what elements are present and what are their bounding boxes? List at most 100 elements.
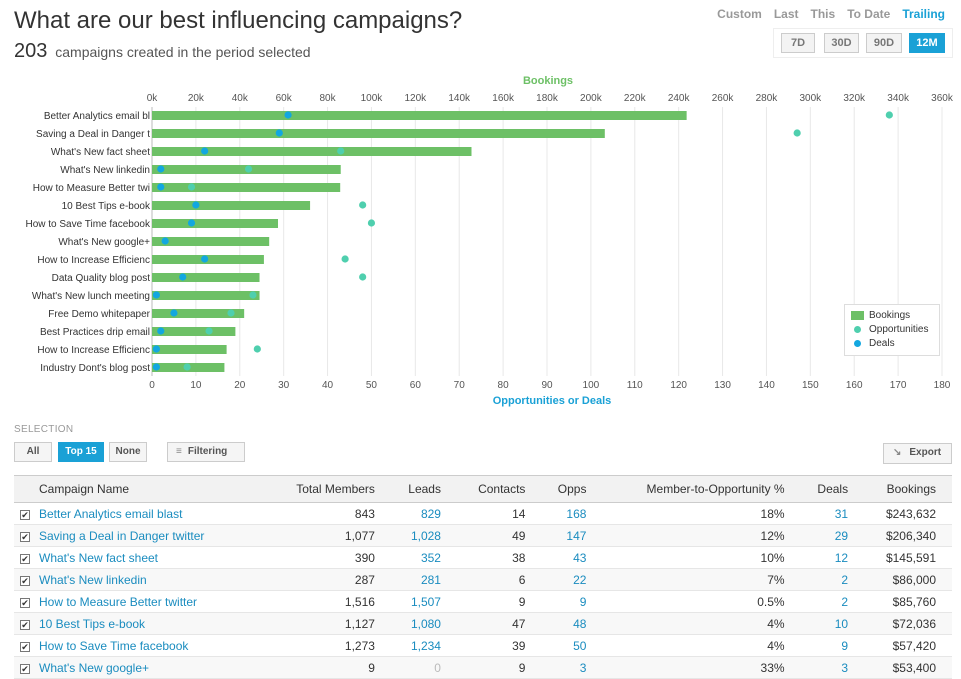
top-axis-tick-label: 60k [276, 93, 293, 104]
table-cell[interactable]: 1,507 [390, 590, 457, 613]
top-axis-tick-label: 180k [536, 93, 559, 104]
bottom-axis-tick-label: 10 [190, 380, 202, 391]
column-header-leads[interactable]: Leads [390, 475, 457, 503]
category-label: Saving a Deal in Danger t [36, 129, 150, 140]
table-cell[interactable]: 22 [541, 568, 603, 591]
row-checkbox[interactable]: ✔ [20, 553, 30, 564]
table-cell[interactable]: 0 [390, 656, 457, 679]
range-90d-button[interactable]: 90D [866, 33, 902, 53]
table-cell[interactable]: 168 [541, 502, 603, 525]
category-label: Data Quality blog post [52, 273, 151, 284]
row-checkbox[interactable]: ✔ [20, 663, 30, 674]
row-checkbox[interactable]: ✔ [20, 597, 30, 608]
legend-item-deals[interactable]: Deals [851, 336, 933, 350]
table-cell[interactable]: 3 [800, 656, 865, 679]
period-tab-this[interactable]: This [810, 7, 836, 21]
table-cell[interactable]: 43 [541, 546, 603, 569]
column-header-total-members[interactable]: Total Members [267, 475, 391, 503]
table-cell[interactable]: 829 [390, 502, 457, 525]
campaign-name-link[interactable]: Better Analytics email blast [36, 502, 268, 525]
bookings-bar [152, 291, 260, 300]
select-none-button[interactable]: None [109, 442, 147, 462]
row-checkbox[interactable]: ✔ [20, 641, 30, 652]
filter-icon: ≡ [176, 446, 182, 457]
range-7d-button[interactable]: 7D [781, 33, 815, 53]
top-axis-tick-label: 260k [712, 93, 735, 104]
top-axis-tick-label: 20k [188, 93, 205, 104]
opportunities-dot [183, 363, 191, 371]
opportunities-dot [244, 165, 253, 173]
top-axis-tick-label: 100k [361, 93, 384, 104]
campaign-name-link[interactable]: How to Save Time facebook [36, 634, 268, 657]
table-cell[interactable]: 2 [800, 590, 865, 613]
table-cell[interactable]: 9 [541, 590, 603, 613]
column-header-bookings[interactable]: Bookings [864, 475, 952, 503]
campaign-name-link[interactable]: Saving a Deal in Danger twitter [36, 524, 268, 547]
table-cell: 1,077 [267, 524, 391, 547]
table-cell[interactable]: 281 [390, 568, 457, 591]
export-label: Export [909, 447, 942, 458]
table-cell[interactable]: 50 [541, 634, 603, 657]
filtering-label: Filtering [187, 446, 228, 457]
table-cell[interactable]: 1,028 [390, 524, 457, 547]
bookings-bar [152, 273, 260, 282]
table-cell: 9 [456, 590, 542, 613]
table-cell: $57,420 [864, 634, 952, 657]
campaign-name-link[interactable]: What's New fact sheet [36, 546, 268, 569]
bottom-axis-tick-label: 140 [758, 380, 775, 391]
table-cell[interactable]: 2 [800, 568, 865, 591]
deals-dot [284, 111, 292, 119]
table-cell[interactable]: 10 [800, 612, 865, 635]
column-header-campaign-name[interactable]: Campaign Name [14, 475, 268, 503]
table-cell: 9 [267, 656, 391, 679]
range-30d-button[interactable]: 30D [824, 33, 859, 53]
column-header-contacts[interactable]: Contacts [456, 475, 542, 503]
row-checkbox[interactable]: ✔ [20, 531, 30, 542]
category-label: Free Demo whitepaper [48, 309, 150, 320]
table-cell[interactable]: 9 [800, 634, 865, 657]
period-tab-custom[interactable]: Custom [717, 7, 762, 21]
table-cell[interactable]: 12 [800, 546, 865, 569]
campaign-name-link[interactable]: How to Measure Better twitter [36, 590, 268, 613]
page-subtitle: 203 campaigns created in the period sele… [14, 40, 311, 63]
select-top15-button[interactable]: Top 15 [58, 442, 104, 462]
legend-item-opportunities[interactable]: Opportunities [851, 322, 933, 336]
bottom-axis-tick-label: 170 [890, 380, 907, 391]
period-tab-last[interactable]: Last [773, 7, 799, 21]
row-checkbox[interactable]: ✔ [20, 575, 30, 586]
deals-dot [192, 201, 200, 209]
table-cell[interactable]: 31 [800, 502, 865, 525]
table-cell[interactable]: 1,234 [390, 634, 457, 657]
table-cell[interactable]: 48 [541, 612, 603, 635]
table-cell[interactable]: 29 [800, 524, 865, 547]
row-checkbox[interactable]: ✔ [20, 619, 30, 630]
range-12m-button[interactable]: 12M [909, 33, 945, 53]
campaign-name-link[interactable]: What's New google+ [36, 656, 268, 679]
table-cell: 39 [456, 634, 542, 657]
filtering-button[interactable]: ≡ Filtering [167, 442, 245, 462]
table-cell[interactable]: 147 [541, 524, 603, 547]
bookings-bar [152, 201, 311, 210]
table-cell: 9 [456, 656, 542, 679]
table-cell[interactable]: 352 [390, 546, 457, 569]
row-checkbox[interactable]: ✔ [20, 509, 30, 520]
top-axis-tick-label: 200k [580, 93, 603, 104]
top-axis-title: Bookings [523, 75, 573, 87]
legend-item-bookings[interactable]: Bookings [851, 308, 933, 322]
table-cell[interactable]: 3 [541, 656, 603, 679]
column-header-member-to-opp[interactable]: Member-to-Opportunity % [602, 475, 801, 503]
table-cell[interactable]: 1,080 [390, 612, 457, 635]
campaign-name-link[interactable]: 10 Best Tips e-book [36, 612, 268, 635]
period-tab-trailing[interactable]: Trailing [902, 7, 945, 21]
bottom-axis-tick-label: 160 [846, 380, 863, 391]
select-all-button[interactable]: All [14, 442, 52, 462]
campaign-name-link[interactable]: What's New linkedin [36, 568, 268, 591]
period-tab-to-date[interactable]: To Date [847, 7, 891, 21]
top-axis-tick-label: 240k [668, 93, 691, 104]
table-cell: $53,400 [864, 656, 952, 679]
selection-label: SELECTION [14, 424, 74, 435]
column-header-opps[interactable]: Opps [541, 475, 603, 503]
export-button[interactable]: ↘ Export [883, 443, 952, 464]
column-header-deals[interactable]: Deals [800, 475, 865, 503]
top-axis-tick-label: 80k [319, 93, 336, 104]
